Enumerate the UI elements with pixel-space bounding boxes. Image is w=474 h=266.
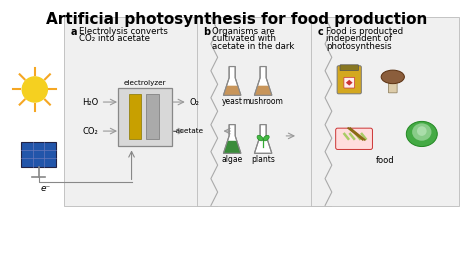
Polygon shape	[223, 141, 241, 153]
FancyBboxPatch shape	[336, 128, 373, 149]
Text: –acetate: –acetate	[172, 128, 203, 134]
Polygon shape	[223, 124, 241, 153]
Text: CO₂ into acetate: CO₂ into acetate	[79, 34, 150, 43]
Circle shape	[22, 77, 47, 102]
Text: O₂: O₂	[190, 98, 200, 107]
FancyBboxPatch shape	[128, 94, 141, 139]
Polygon shape	[346, 80, 353, 86]
Ellipse shape	[417, 126, 427, 136]
Text: Organisms are: Organisms are	[212, 27, 274, 36]
Text: food: food	[376, 156, 394, 165]
Text: yeast: yeast	[222, 97, 243, 106]
Text: electrolyzer: electrolyzer	[124, 80, 166, 86]
FancyBboxPatch shape	[311, 17, 458, 206]
Text: H₂O: H₂O	[82, 98, 99, 107]
Text: plants: plants	[251, 155, 275, 164]
FancyBboxPatch shape	[146, 94, 159, 139]
FancyBboxPatch shape	[118, 88, 172, 146]
Text: CO₂: CO₂	[83, 127, 99, 136]
FancyBboxPatch shape	[337, 66, 361, 94]
Text: b: b	[203, 27, 210, 37]
FancyBboxPatch shape	[21, 142, 56, 167]
FancyBboxPatch shape	[344, 77, 355, 88]
Text: acetate in the dark: acetate in the dark	[212, 42, 294, 51]
Polygon shape	[255, 124, 272, 153]
Ellipse shape	[263, 135, 269, 141]
Text: a: a	[71, 27, 77, 37]
Text: algae: algae	[221, 155, 243, 164]
Text: c: c	[317, 27, 323, 37]
Text: Electrolysis converts: Electrolysis converts	[79, 27, 168, 36]
FancyBboxPatch shape	[388, 79, 397, 93]
Polygon shape	[223, 86, 241, 95]
Text: e⁻: e⁻	[41, 184, 51, 193]
Ellipse shape	[412, 123, 431, 141]
Text: mushroom: mushroom	[243, 97, 283, 106]
FancyBboxPatch shape	[64, 17, 217, 206]
Text: photosynthesis: photosynthesis	[326, 42, 392, 51]
FancyBboxPatch shape	[340, 65, 358, 70]
Text: independent of: independent of	[326, 34, 392, 43]
Text: cultivated with: cultivated with	[212, 34, 276, 43]
Polygon shape	[255, 86, 272, 95]
Ellipse shape	[406, 121, 438, 147]
Text: Artificial photosynthesis for food production: Artificial photosynthesis for food produ…	[46, 12, 428, 27]
Ellipse shape	[257, 135, 263, 141]
Text: Food is producted: Food is producted	[326, 27, 403, 36]
FancyBboxPatch shape	[197, 17, 331, 206]
Ellipse shape	[381, 70, 404, 84]
Polygon shape	[223, 66, 241, 95]
Polygon shape	[255, 66, 272, 95]
